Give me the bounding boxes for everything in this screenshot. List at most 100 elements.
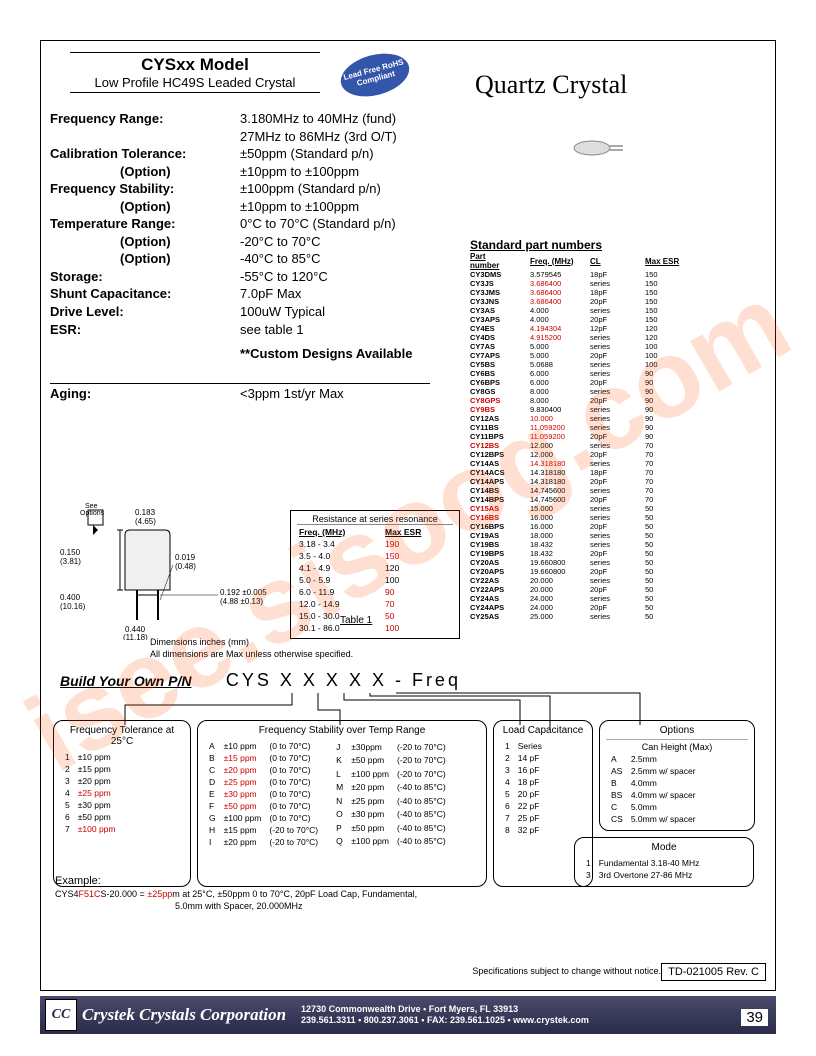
table-row: 214 pF <box>502 753 545 763</box>
dims-note2: All dimensions are Max unless otherwise … <box>150 649 353 659</box>
table-row: 3.5 - 4.0150 <box>299 551 451 561</box>
table-row: C±20 ppm(0 to 70°C) <box>206 765 321 775</box>
table-row: M±20 ppm(-40 to 85°C) <box>333 782 449 794</box>
svg-text:0.150: 0.150 <box>60 548 81 557</box>
footer-bar: CC Crystek Crystals Corporation 12730 Co… <box>40 996 776 1034</box>
table-row: CY8GS8.000series90 <box>470 387 694 396</box>
table-row: CY12AS10.000series90 <box>470 414 694 423</box>
svg-text:(11.18): (11.18) <box>123 633 148 640</box>
svg-text:0.019: 0.019 <box>175 553 196 562</box>
table-row: CY6BPS6.00020pF90 <box>470 378 694 387</box>
table-row: 418 pF <box>502 777 545 787</box>
builder-title: Build Your Own P/N <box>60 673 191 689</box>
table-row: A±10 ppm(0 to 70°C) <box>206 741 321 751</box>
table-row: CY19BPS18.43220pF50 <box>470 549 694 558</box>
table-row: I±20 ppm(-20 to 70°C) <box>206 837 321 847</box>
table-row: CY12BS12.000series70 <box>470 441 694 450</box>
footer-info: 12730 Commonwealth Drive • Fort Myers, F… <box>301 1004 589 1026</box>
table-row: 6±50 ppm <box>62 812 118 822</box>
mechanical-drawing: SeeOptions 0.183(4.65) 0.150(3.81) 0.019… <box>55 500 305 640</box>
table-row: H±15 ppm(-20 to 70°C) <box>206 825 321 835</box>
table-row: CY14BS14.745600series70 <box>470 486 694 495</box>
revision-box: TD-021005 Rev. C <box>661 963 766 981</box>
table-row: 7±100 ppm <box>62 824 118 834</box>
example-label: Example: <box>55 875 417 887</box>
svg-text:0.183: 0.183 <box>135 508 156 517</box>
table-row: CY16BPS16.00020pF50 <box>470 522 694 531</box>
dims-note1: Dimensions inches (mm) <box>150 637 249 647</box>
table-row: CY7AS5.000series100 <box>470 342 694 351</box>
table-row: 33rd Overtone 27-86 MHz <box>583 870 702 880</box>
table-row: CY15AS15.000series50 <box>470 504 694 513</box>
table-row: B4.0mm <box>608 778 699 788</box>
table-row: CY11BPS11.05920020pF90 <box>470 432 694 441</box>
table-row: CY22AS20.000series50 <box>470 576 694 585</box>
resistance-table: Resistance at series resonance Freq. (MH… <box>290 510 460 639</box>
table-row: O±30 ppm(-40 to 85°C) <box>333 809 449 821</box>
svg-text:(0.48): (0.48) <box>175 562 196 571</box>
table-row: CY19BS18.432series50 <box>470 540 694 549</box>
table-row: 1Fundamental 3.18-40 MHz <box>583 858 702 868</box>
box-tol-title: Frequency Tolerance at 25°C <box>60 725 184 747</box>
svg-text:0.400: 0.400 <box>60 593 81 602</box>
svg-text:(3.81): (3.81) <box>60 557 81 566</box>
table-row: CY3JS3.686400series150 <box>470 279 694 288</box>
table-row: CY24APS24.00020pF50 <box>470 603 694 612</box>
table-row: CY12BPS12.00020pF70 <box>470 450 694 459</box>
table-row: CY16BS16.000series50 <box>470 513 694 522</box>
table-row: 1±10 ppm <box>62 752 118 762</box>
options-box: Options Can Height (Max) A2.5mmAS2.5mm w… <box>599 720 755 831</box>
table-row: CY14ACS14.31818018pF70 <box>470 468 694 477</box>
table-row: 2±15 ppm <box>62 764 118 774</box>
table-row: CY25AS25.000series50 <box>470 612 694 621</box>
table-row: CY14APS14.31818020pF70 <box>470 477 694 486</box>
example-text2: 5.0mm with Spacer, 20.000MHz <box>175 901 417 911</box>
svg-text:0.192 ±0.005: 0.192 ±0.005 <box>220 588 267 597</box>
table-row: 3.18 - 3.4190 <box>299 539 451 549</box>
spn-table: Part numberFreq. (MHz)CLMax ESR CY3DMS3.… <box>470 252 694 621</box>
table-row: 316 pF <box>502 765 545 775</box>
table-row: CY6BS6.000series90 <box>470 369 694 378</box>
table-row: 4.1 - 4.9120 <box>299 563 451 573</box>
table-row: 3±20 ppm <box>62 776 118 786</box>
freq-stability-box: Frequency Stability over Temp Range A±10… <box>197 720 487 887</box>
table-row: CY4DS4.915200series120 <box>470 333 694 342</box>
footer-logo: CC <box>45 999 77 1031</box>
table-row: F±50 ppm(0 to 70°C) <box>206 801 321 811</box>
table-row: CS5.0mm w/ spacer <box>608 814 699 824</box>
table-row: 4±25 ppm <box>62 788 118 798</box>
table-row: CY11BS11.059200series90 <box>470 423 694 432</box>
table-row: 520 pF <box>502 789 545 799</box>
table-row: CY14BPS14.74560020pF70 <box>470 495 694 504</box>
table-row: CY14AS14.318180series70 <box>470 459 694 468</box>
table-row: 15.0 - 30.050 <box>299 611 451 621</box>
table-row: A2.5mm <box>608 754 699 764</box>
table-row: CY4ES4.19430412pF120 <box>470 324 694 333</box>
table-row: CY3JMS3.68640018pF150 <box>470 288 694 297</box>
table-row: 1Series <box>502 741 545 751</box>
table-row: 725 pF <box>502 813 545 823</box>
page-number: 39 <box>741 1009 768 1026</box>
table-row: 5.0 - 5.9100 <box>299 575 451 585</box>
table-row: G±100 ppm(0 to 70°C) <box>206 813 321 823</box>
svg-text:Options: Options <box>80 510 105 517</box>
table-row: C5.0mm <box>608 802 699 812</box>
footer-company: Crystek Crystals Corporation <box>82 1005 286 1025</box>
example-text: CYS4F51CS-20.000 = ±25ppm at 25°C, ±50pp… <box>55 889 417 899</box>
res-table-caption: Table 1 <box>340 615 372 626</box>
table-row: 30.1 - 86.0100 <box>299 623 451 633</box>
table-row: 5±30 ppm <box>62 800 118 810</box>
box-stab-title: Frequency Stability over Temp Range <box>204 725 480 736</box>
part-number-builder: Build Your Own P/N CYS X X X X X - Freq <box>60 670 760 691</box>
table-row: B±15 ppm(0 to 70°C) <box>206 753 321 763</box>
main-title: Quartz Crystal <box>475 70 627 100</box>
crystal-image <box>570 130 630 160</box>
spec-note: Specifications subject to change without… <box>472 966 661 976</box>
example: Example: CYS4F51CS-20.000 = ±25ppm at 25… <box>55 875 417 911</box>
table-row: L±100 ppm(-20 to 70°C) <box>333 768 449 780</box>
table-row: AS2.5mm w/ spacer <box>608 766 699 776</box>
table-row: CY3AS4.000series150 <box>470 306 694 315</box>
standard-part-numbers: Standard part numbers Part numberFreq. (… <box>470 238 694 621</box>
svg-text:(10.16): (10.16) <box>60 602 86 611</box>
table-row: D±25 ppm(0 to 70°C) <box>206 777 321 787</box>
